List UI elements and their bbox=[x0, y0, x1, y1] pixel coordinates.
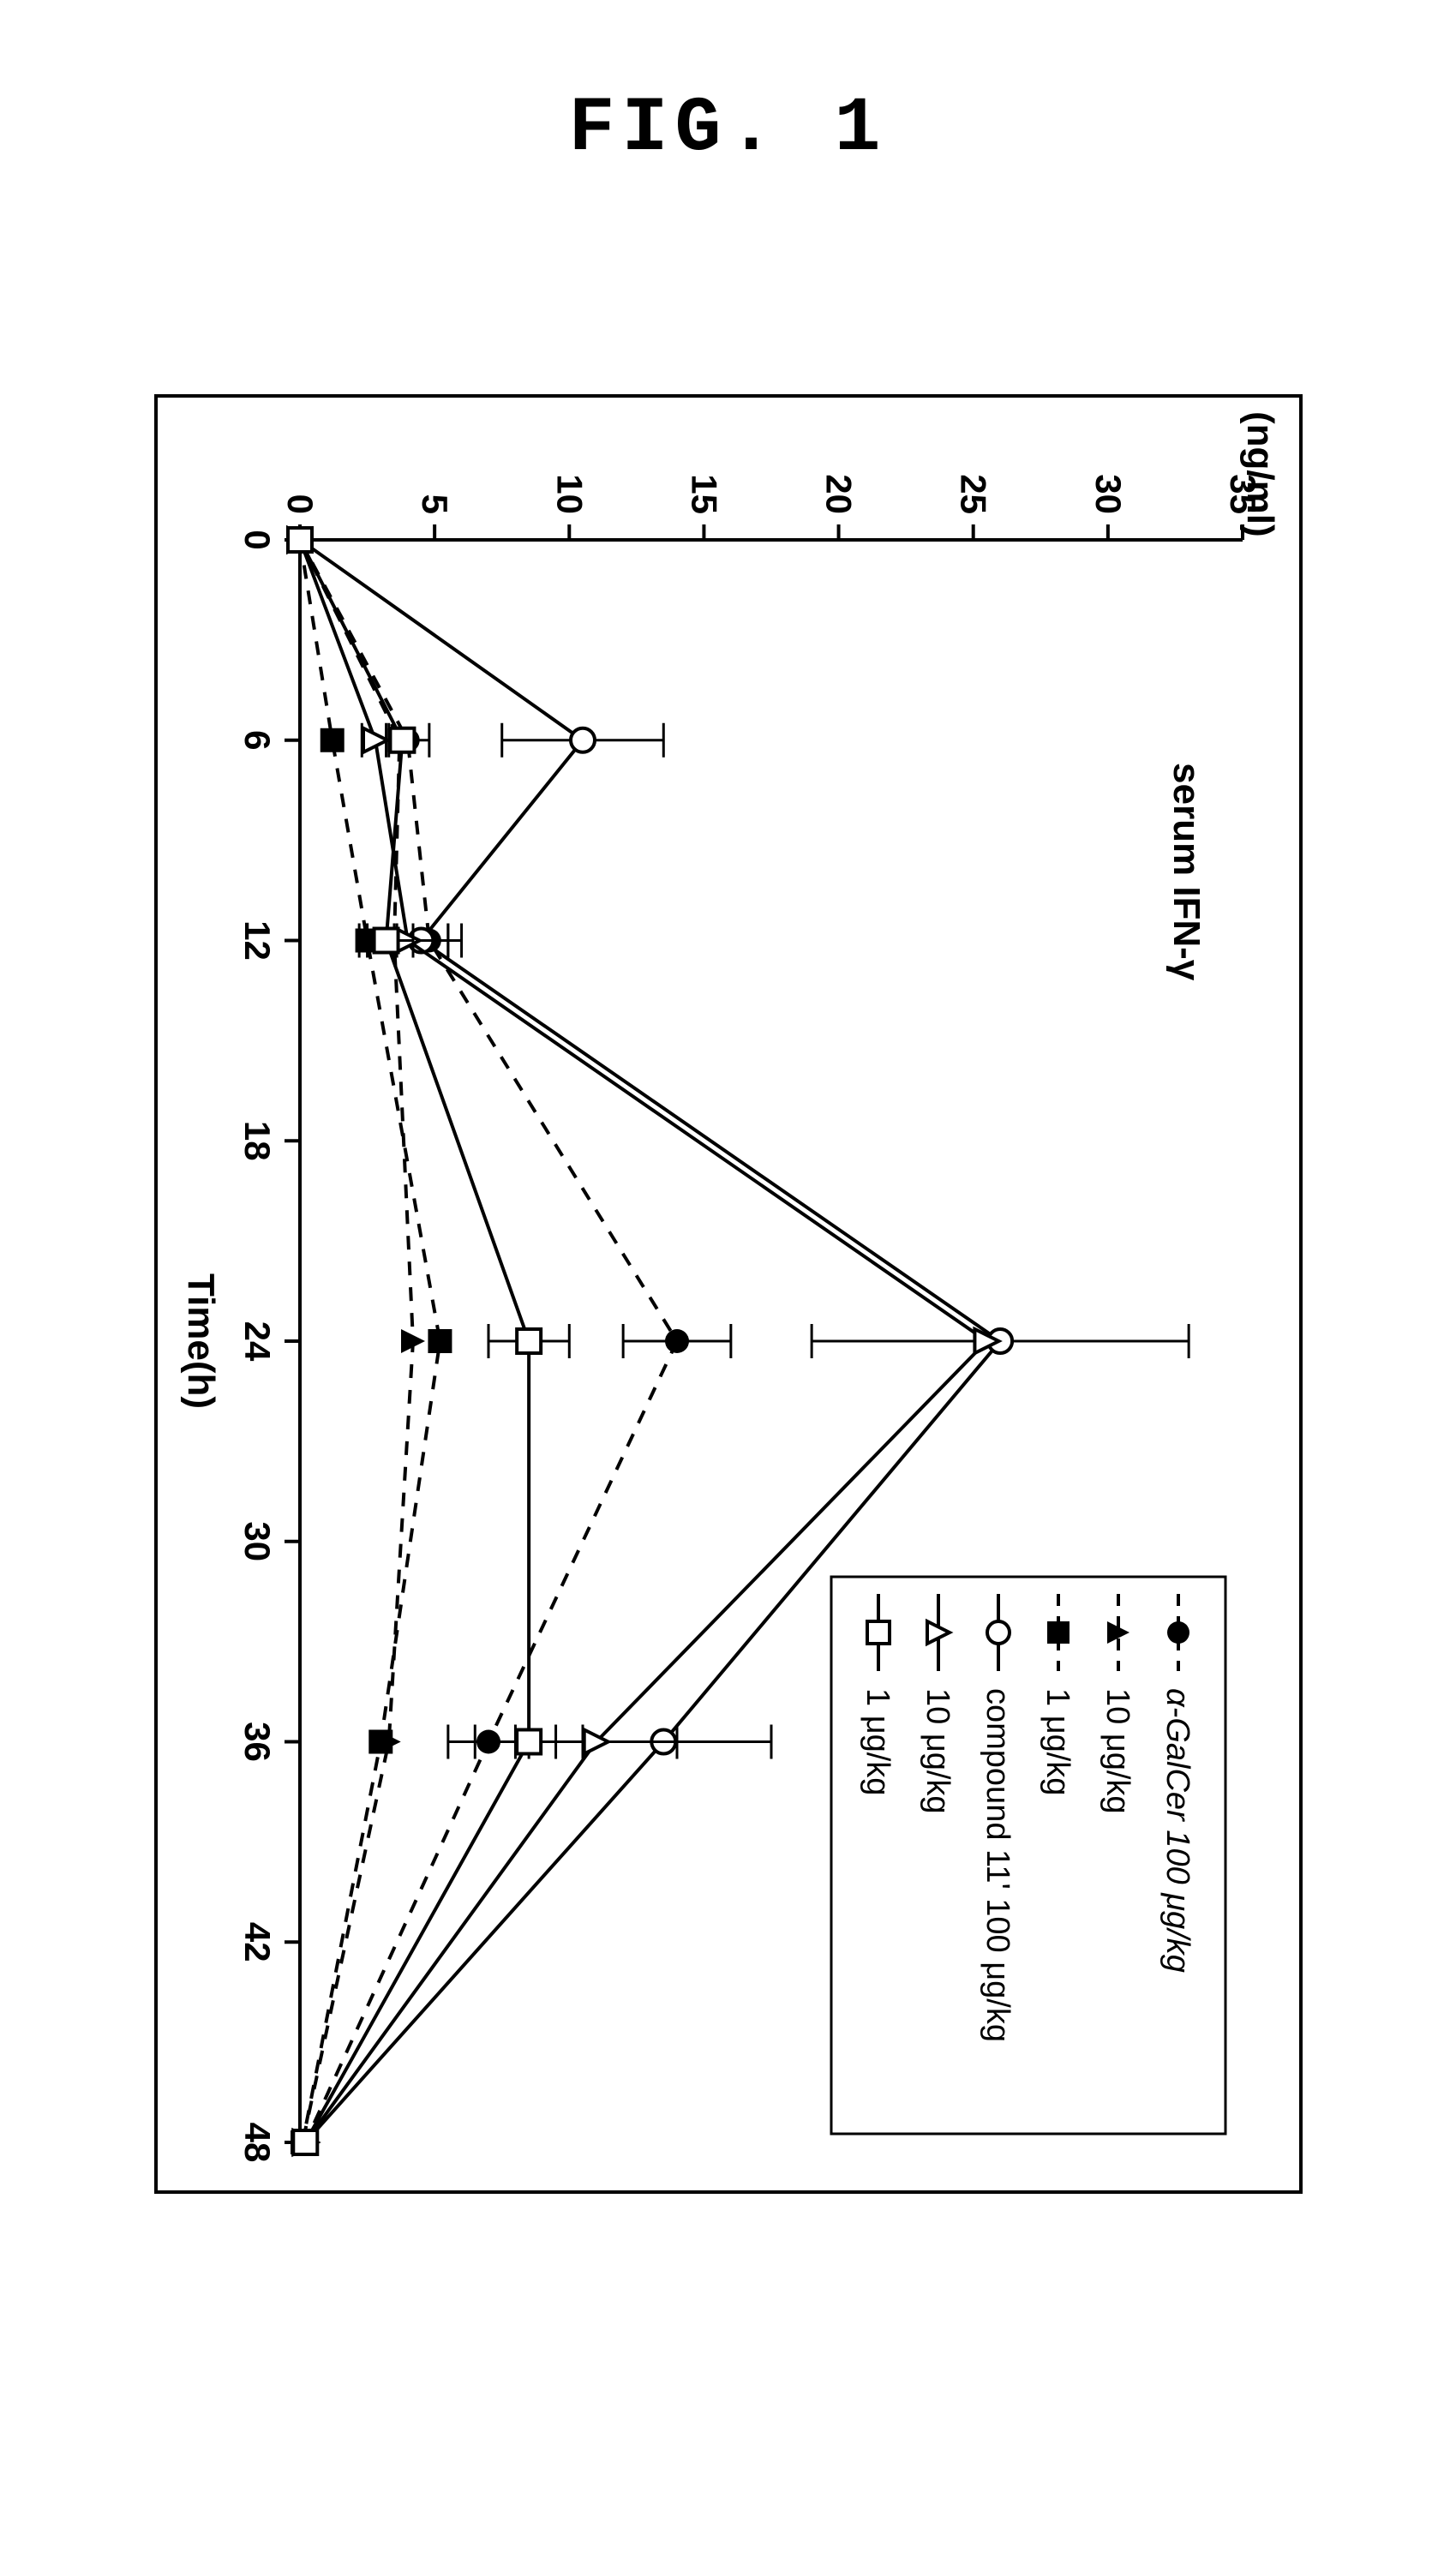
svg-text:compound 11' 100 μg/kg: compound 11' 100 μg/kg bbox=[980, 1688, 1016, 2042]
series-s2 bbox=[288, 528, 425, 2154]
svg-text:18: 18 bbox=[237, 1121, 278, 1161]
svg-text:Time(h): Time(h) bbox=[180, 1273, 222, 1409]
svg-text:α-GalCer 100 μg/kg: α-GalCer 100 μg/kg bbox=[1159, 1688, 1195, 1973]
svg-text:48: 48 bbox=[237, 2123, 278, 2163]
svg-text:25: 25 bbox=[954, 474, 994, 514]
svg-text:serum IFN-γ: serum IFN-γ bbox=[1165, 763, 1207, 981]
svg-text:5: 5 bbox=[415, 494, 455, 514]
svg-text:30: 30 bbox=[1088, 474, 1129, 514]
svg-text:20: 20 bbox=[819, 474, 860, 514]
svg-text:42: 42 bbox=[237, 1922, 278, 1962]
line-chart: 05101520253035(ng/ml)0612182430364248Tim… bbox=[154, 394, 1303, 2194]
svg-text:6: 6 bbox=[237, 730, 278, 750]
series-s3 bbox=[288, 528, 452, 2154]
svg-text:(ng/ml): (ng/ml) bbox=[1239, 411, 1281, 537]
svg-text:1 μg/kg: 1 μg/kg bbox=[860, 1688, 896, 1795]
svg-text:10 μg/kg: 10 μg/kg bbox=[920, 1688, 956, 1814]
svg-text:12: 12 bbox=[237, 920, 278, 961]
legend: α-GalCer 100 μg/kg 10 μg/kg 1 μg/kg compoun… bbox=[831, 1577, 1225, 2134]
svg-text:0: 0 bbox=[280, 494, 321, 514]
svg-text:36: 36 bbox=[237, 1722, 278, 1762]
svg-text:15: 15 bbox=[684, 474, 724, 514]
chart-container: 05101520253035(ng/ml)0612182430364248Tim… bbox=[154, 394, 1303, 2194]
svg-text:0: 0 bbox=[237, 530, 278, 549]
svg-text:10: 10 bbox=[549, 474, 590, 514]
svg-text:10 μg/kg: 10 μg/kg bbox=[1099, 1688, 1135, 1814]
svg-text:24: 24 bbox=[237, 1321, 278, 1362]
svg-text:1 μg/kg: 1 μg/kg bbox=[1040, 1688, 1076, 1795]
figure-label: FIG. 1 bbox=[0, 86, 1456, 173]
svg-text:30: 30 bbox=[237, 1521, 278, 1561]
